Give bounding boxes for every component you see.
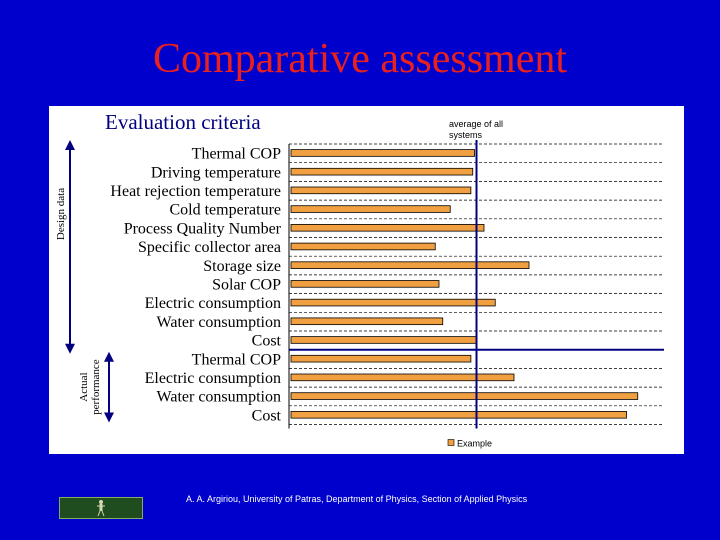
category-label: Process Quality Number xyxy=(124,220,282,237)
category-label: Thermal COP xyxy=(192,146,281,163)
group-label-actual: Actual xyxy=(78,372,90,401)
reference-label-line2: systems xyxy=(449,130,483,140)
slide-title: Comparative assessment xyxy=(152,36,568,82)
footer-credit: A. A. Argiriou, University of Patras, De… xyxy=(186,494,528,504)
group-label-actual-line2: performance xyxy=(90,359,102,415)
bar xyxy=(290,373,515,382)
category-label: Heat rejection temperature xyxy=(110,183,281,200)
category-label: Solar COP xyxy=(212,276,281,293)
university-logo xyxy=(59,497,143,519)
bar xyxy=(290,411,627,419)
category-label: Water consumption xyxy=(157,314,281,331)
category-label: Cost xyxy=(252,407,282,424)
bar xyxy=(290,167,474,176)
bar xyxy=(290,261,530,269)
category-label: Electric consumption xyxy=(145,370,281,387)
category-label: Cost xyxy=(252,333,282,350)
logo-figure-icon xyxy=(97,500,105,517)
arrow-up-icon xyxy=(65,140,75,150)
reference-label: average of all xyxy=(449,119,503,129)
category-label: Specific collector area xyxy=(138,239,281,256)
category-label: Water consumption xyxy=(157,389,281,406)
bar xyxy=(290,317,444,326)
chart-panel: Evaluation criteria average of all systems… xyxy=(49,106,684,454)
group-label-design: Design data xyxy=(55,188,67,240)
chart-title: Evaluation criteria xyxy=(105,110,261,134)
category-label: Thermal COP xyxy=(192,351,281,368)
bar xyxy=(290,242,436,251)
bar xyxy=(290,186,472,195)
bar xyxy=(290,224,485,232)
bar xyxy=(290,149,476,157)
bar xyxy=(290,354,472,363)
bar xyxy=(290,205,451,213)
bar-chart: Evaluation criteria average of allsystems… xyxy=(55,110,664,449)
arrow-down-icon xyxy=(65,343,75,354)
bar xyxy=(290,280,440,288)
bar xyxy=(290,298,496,307)
bar xyxy=(290,336,477,344)
arrow-down-icon xyxy=(104,412,114,423)
bar xyxy=(290,392,639,400)
category-label: Storage size xyxy=(203,258,281,275)
category-label: Driving temperature xyxy=(151,164,281,181)
legend-label: Example xyxy=(457,439,492,449)
category-label: Electric consumption xyxy=(145,295,281,312)
arrow-up-icon xyxy=(104,351,114,362)
legend-swatch xyxy=(447,439,455,446)
category-label: Cold temperature xyxy=(169,202,281,219)
